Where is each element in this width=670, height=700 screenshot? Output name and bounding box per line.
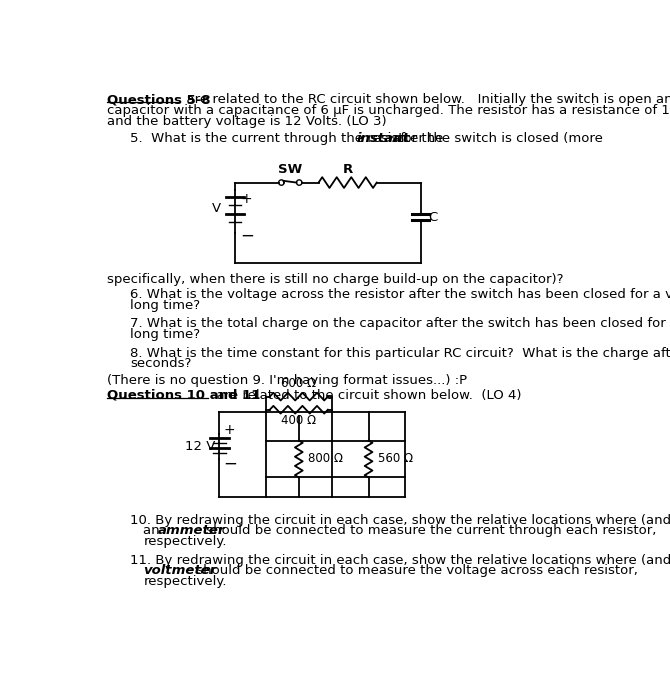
Text: V: V (212, 202, 221, 215)
Text: should be connected to measure the voltage across each resistor,: should be connected to measure the volta… (192, 564, 638, 578)
Text: +: + (223, 423, 235, 437)
Text: capacitor with a capacitance of 6 μF is uncharged. The resistor has a resistance: capacitor with a capacitance of 6 μF is … (107, 104, 670, 117)
Text: an: an (143, 524, 164, 538)
Text: (There is no question 9. I'm having format issues...) :P: (There is no question 9. I'm having form… (107, 374, 467, 386)
Text: voltmeter: voltmeter (143, 564, 216, 578)
Text: long time?: long time? (130, 299, 200, 312)
Text: 7. What is the total charge on the capacitor after the switch has been closed fo: 7. What is the total charge on the capac… (130, 317, 670, 330)
Text: +: + (241, 192, 252, 206)
Text: 400 Ω: 400 Ω (281, 414, 316, 426)
Text: seconds?: seconds? (130, 357, 192, 370)
Text: 560 Ω: 560 Ω (378, 452, 413, 466)
Text: 10. By redrawing the circuit in each case, show the relative locations where (an: 10. By redrawing the circuit in each cas… (130, 514, 670, 526)
Text: instant: instant (356, 132, 409, 145)
Text: should be connected to measure the current through each resistor,: should be connected to measure the curre… (202, 524, 656, 538)
Text: C: C (429, 211, 438, 224)
Text: −: − (241, 227, 254, 244)
Text: Questions 5-8: Questions 5-8 (107, 93, 210, 106)
Text: 6. What is the voltage across the resistor after the switch has been closed for : 6. What is the voltage across the resist… (130, 288, 670, 301)
Text: 11. By redrawing the circuit in each case, show the relative locations where (an: 11. By redrawing the circuit in each cas… (130, 554, 670, 567)
Text: are related to the RC circuit shown below.   Initially the switch is open and  t: are related to the RC circuit shown belo… (178, 93, 670, 106)
Text: 600 Ω: 600 Ω (281, 377, 316, 391)
Text: respectively.: respectively. (143, 575, 227, 588)
Text: R: R (343, 162, 353, 176)
Text: specifically, when there is still no charge build-up on the capacitor)?: specifically, when there is still no cha… (107, 272, 563, 286)
Text: are related to the circuit shown below.  (LO 4): are related to the circuit shown below. … (208, 389, 521, 402)
Text: 800 Ω: 800 Ω (308, 452, 343, 466)
Text: long time?: long time? (130, 328, 200, 341)
Text: and the battery voltage is 12 Volts. (LO 3): and the battery voltage is 12 Volts. (LO… (107, 115, 387, 128)
Text: SW: SW (278, 162, 302, 176)
Text: 12 V: 12 V (185, 440, 216, 453)
Text: after the switch is closed (more: after the switch is closed (more (389, 132, 603, 145)
Text: −: − (223, 454, 237, 472)
Text: 8. What is the time constant for this particular RC circuit?  What is the charge: 8. What is the time constant for this pa… (130, 346, 670, 360)
Text: Questions 10 and 11: Questions 10 and 11 (107, 389, 261, 402)
Text: ammeter: ammeter (158, 524, 226, 538)
Text: 5.  What is the current through the resistor the: 5. What is the current through the resis… (130, 132, 448, 145)
Text: respectively.: respectively. (143, 536, 227, 548)
